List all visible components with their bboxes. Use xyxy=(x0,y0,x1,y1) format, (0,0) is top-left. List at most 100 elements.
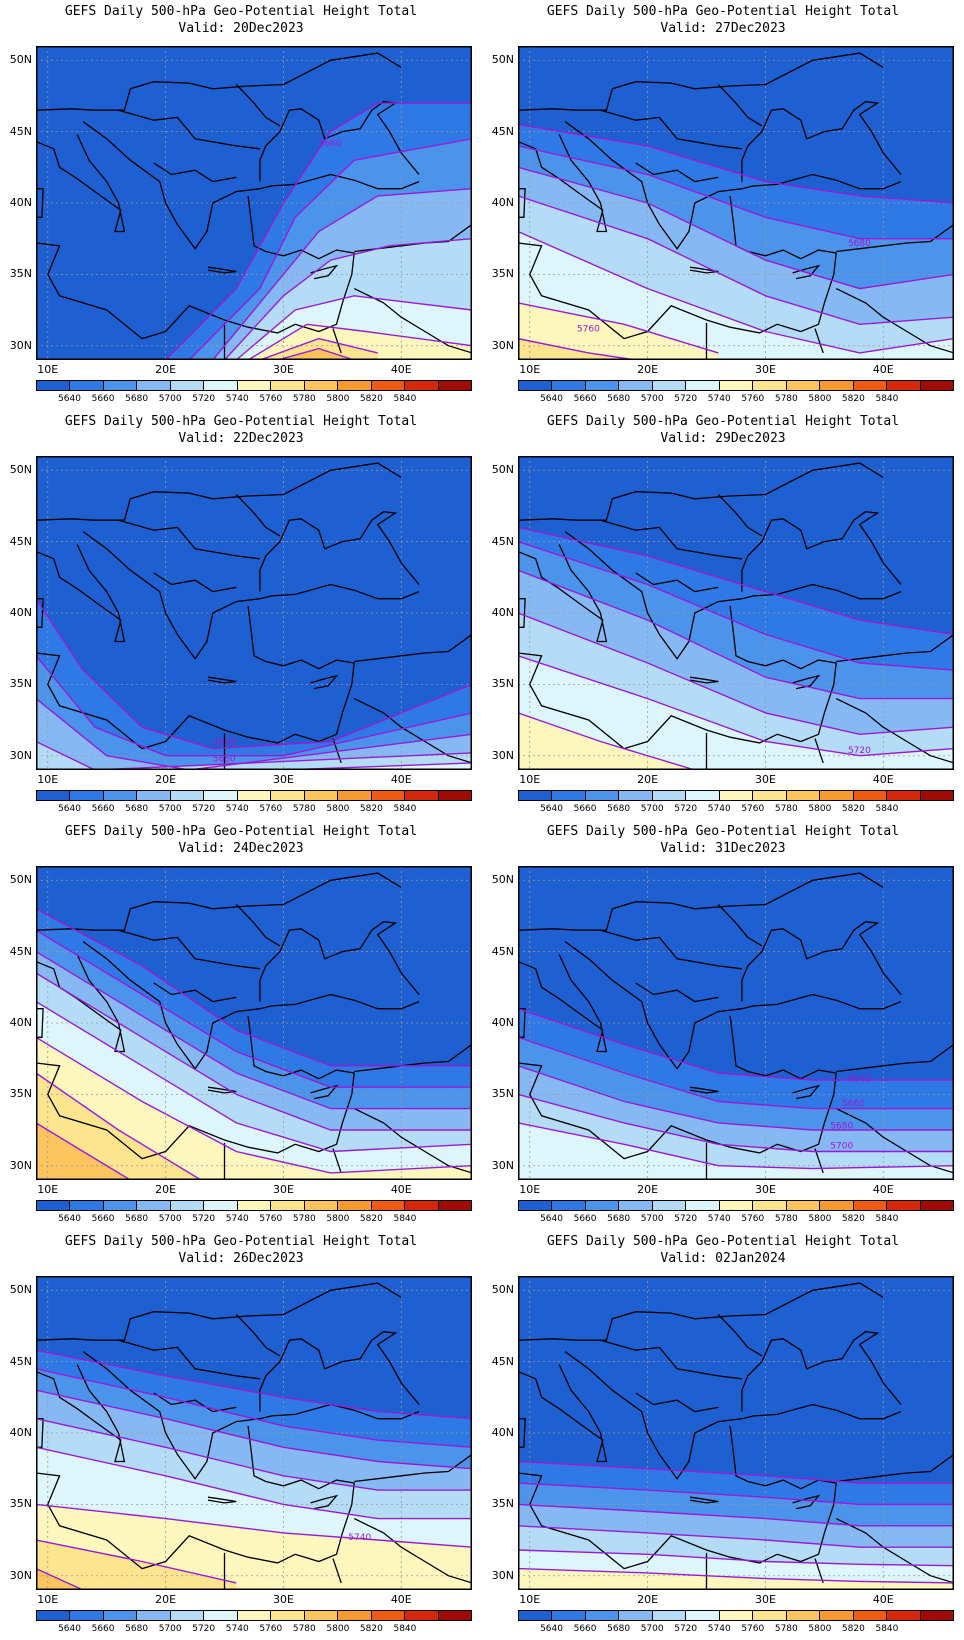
panel-valid-date: Valid: 29Dec2023 xyxy=(660,431,786,446)
colorbar-label: 5780 xyxy=(774,1624,798,1634)
coastline xyxy=(259,511,420,592)
longitude-label: 10E xyxy=(37,1593,59,1606)
colorbar-swatch xyxy=(552,1201,586,1210)
coastline xyxy=(564,1351,902,1480)
coastline xyxy=(564,531,902,660)
colorbar-swatch xyxy=(438,791,472,800)
coastline xyxy=(689,1496,719,1504)
height-band xyxy=(518,655,954,770)
colorbar-swatch xyxy=(271,1201,305,1210)
longitude-label: 20E xyxy=(637,363,659,376)
colorbar-swatch xyxy=(37,791,71,800)
colorbar-swatch xyxy=(887,1611,921,1620)
colorbar-label: 5680 xyxy=(607,1214,631,1224)
colorbar-swatch xyxy=(338,1201,372,1210)
map-frame xyxy=(518,46,954,360)
longitude-label: 40E xyxy=(390,1593,412,1606)
coastline xyxy=(36,1425,355,1570)
coastline xyxy=(518,544,608,643)
colorbar xyxy=(518,790,954,801)
height-band xyxy=(36,698,472,770)
coastline xyxy=(564,121,902,250)
colorbar-label: 5680 xyxy=(607,1624,631,1634)
map-frame xyxy=(518,866,954,1180)
coastline xyxy=(36,1282,402,1341)
longitude-label: 10E xyxy=(37,363,59,376)
height-band xyxy=(518,1568,954,1590)
colorbar-swatch xyxy=(619,791,653,800)
colorbar-label: 5760 xyxy=(259,804,283,814)
latitude-label: 30N xyxy=(9,338,32,352)
panel-title: GEFS Daily 500-hPa Geo-Potential Height … xyxy=(64,824,418,839)
colorbar-label: 5720 xyxy=(192,394,216,404)
contour-line xyxy=(518,1482,954,1506)
contour-line xyxy=(518,1093,954,1153)
coastline xyxy=(259,1331,420,1412)
coastline xyxy=(36,544,126,643)
coastline xyxy=(207,1496,237,1504)
panel-valid-date: Valid: 20Dec2023 xyxy=(178,21,304,36)
colorbar-swatch xyxy=(753,1611,787,1620)
colorbar-label: 5700 xyxy=(640,1624,664,1634)
panel-valid-date: Valid: 26Dec2023 xyxy=(178,1251,304,1266)
contour-line xyxy=(36,972,472,1131)
contour-line xyxy=(518,569,954,700)
longitude-label: 20E xyxy=(637,1593,659,1606)
colorbar-swatch xyxy=(820,791,854,800)
colorbar-swatch xyxy=(338,791,372,800)
contour-label: 5660 xyxy=(213,754,236,764)
coastline xyxy=(518,872,884,931)
contour-line xyxy=(36,698,472,770)
colorbar-label: 5800 xyxy=(808,804,832,814)
colorbar-label: 5640 xyxy=(58,394,81,404)
longitude-label: 30E xyxy=(754,1183,776,1196)
colorbar-label: 5800 xyxy=(808,394,832,404)
longitude-label: 30E xyxy=(272,1593,294,1606)
coastline xyxy=(836,633,954,663)
colorbar-swatch xyxy=(70,381,104,390)
colorbar-swatch xyxy=(37,1201,71,1210)
coastline xyxy=(310,1084,339,1100)
colorbar-swatch xyxy=(137,791,171,800)
coastline xyxy=(518,1282,884,1341)
latitude-label: 35N xyxy=(491,1497,514,1511)
longitude-label: 10E xyxy=(37,773,59,786)
colorbar-label: 5660 xyxy=(573,804,597,814)
latitude-label: 45N xyxy=(491,944,514,958)
colorbar-label: 5740 xyxy=(225,394,249,404)
longitude-label: 10E xyxy=(519,773,541,786)
coastline xyxy=(353,288,472,354)
contour-label: 5720 xyxy=(848,746,871,756)
coastline xyxy=(689,676,719,684)
colorbar-swatch xyxy=(786,1611,821,1620)
longitude-label: 30E xyxy=(272,773,294,786)
contour-line xyxy=(36,1503,472,1548)
colorbar-label: 5840 xyxy=(875,394,899,404)
latitude-label: 50N xyxy=(491,873,514,887)
longitude-label: 40E xyxy=(872,773,894,786)
colorbar-label: 5760 xyxy=(259,394,283,404)
contour-line xyxy=(36,951,472,1110)
colorbar-swatch xyxy=(719,1201,754,1210)
contour-label: 5740 xyxy=(348,1533,371,1543)
colorbar-swatch xyxy=(204,791,238,800)
contour-label: 5760 xyxy=(577,324,600,334)
coastline xyxy=(518,1364,608,1463)
contour-label: 5640 xyxy=(213,737,236,747)
contour-line xyxy=(518,195,954,326)
map-frame xyxy=(36,456,472,770)
colorbar-swatch xyxy=(619,1201,653,1210)
latitude-label: 40N xyxy=(491,196,514,209)
contour-line xyxy=(518,540,954,671)
latitude-label: 30N xyxy=(491,1568,514,1582)
colorbar-label: 5800 xyxy=(808,1214,832,1224)
colorbar-label: 5680 xyxy=(125,804,149,814)
colorbar-swatch xyxy=(103,381,138,390)
colorbar-swatch xyxy=(887,1201,921,1210)
contour-label: 5660 xyxy=(319,139,342,149)
colorbar-label: 5760 xyxy=(741,1624,765,1634)
latitude-label: 30N xyxy=(9,748,32,762)
map-svg: 5640 5660 xyxy=(36,456,472,770)
forecast-panel: GEFS Daily 500-hPa Geo-Potential Height … xyxy=(0,410,482,820)
coastline xyxy=(353,698,472,764)
